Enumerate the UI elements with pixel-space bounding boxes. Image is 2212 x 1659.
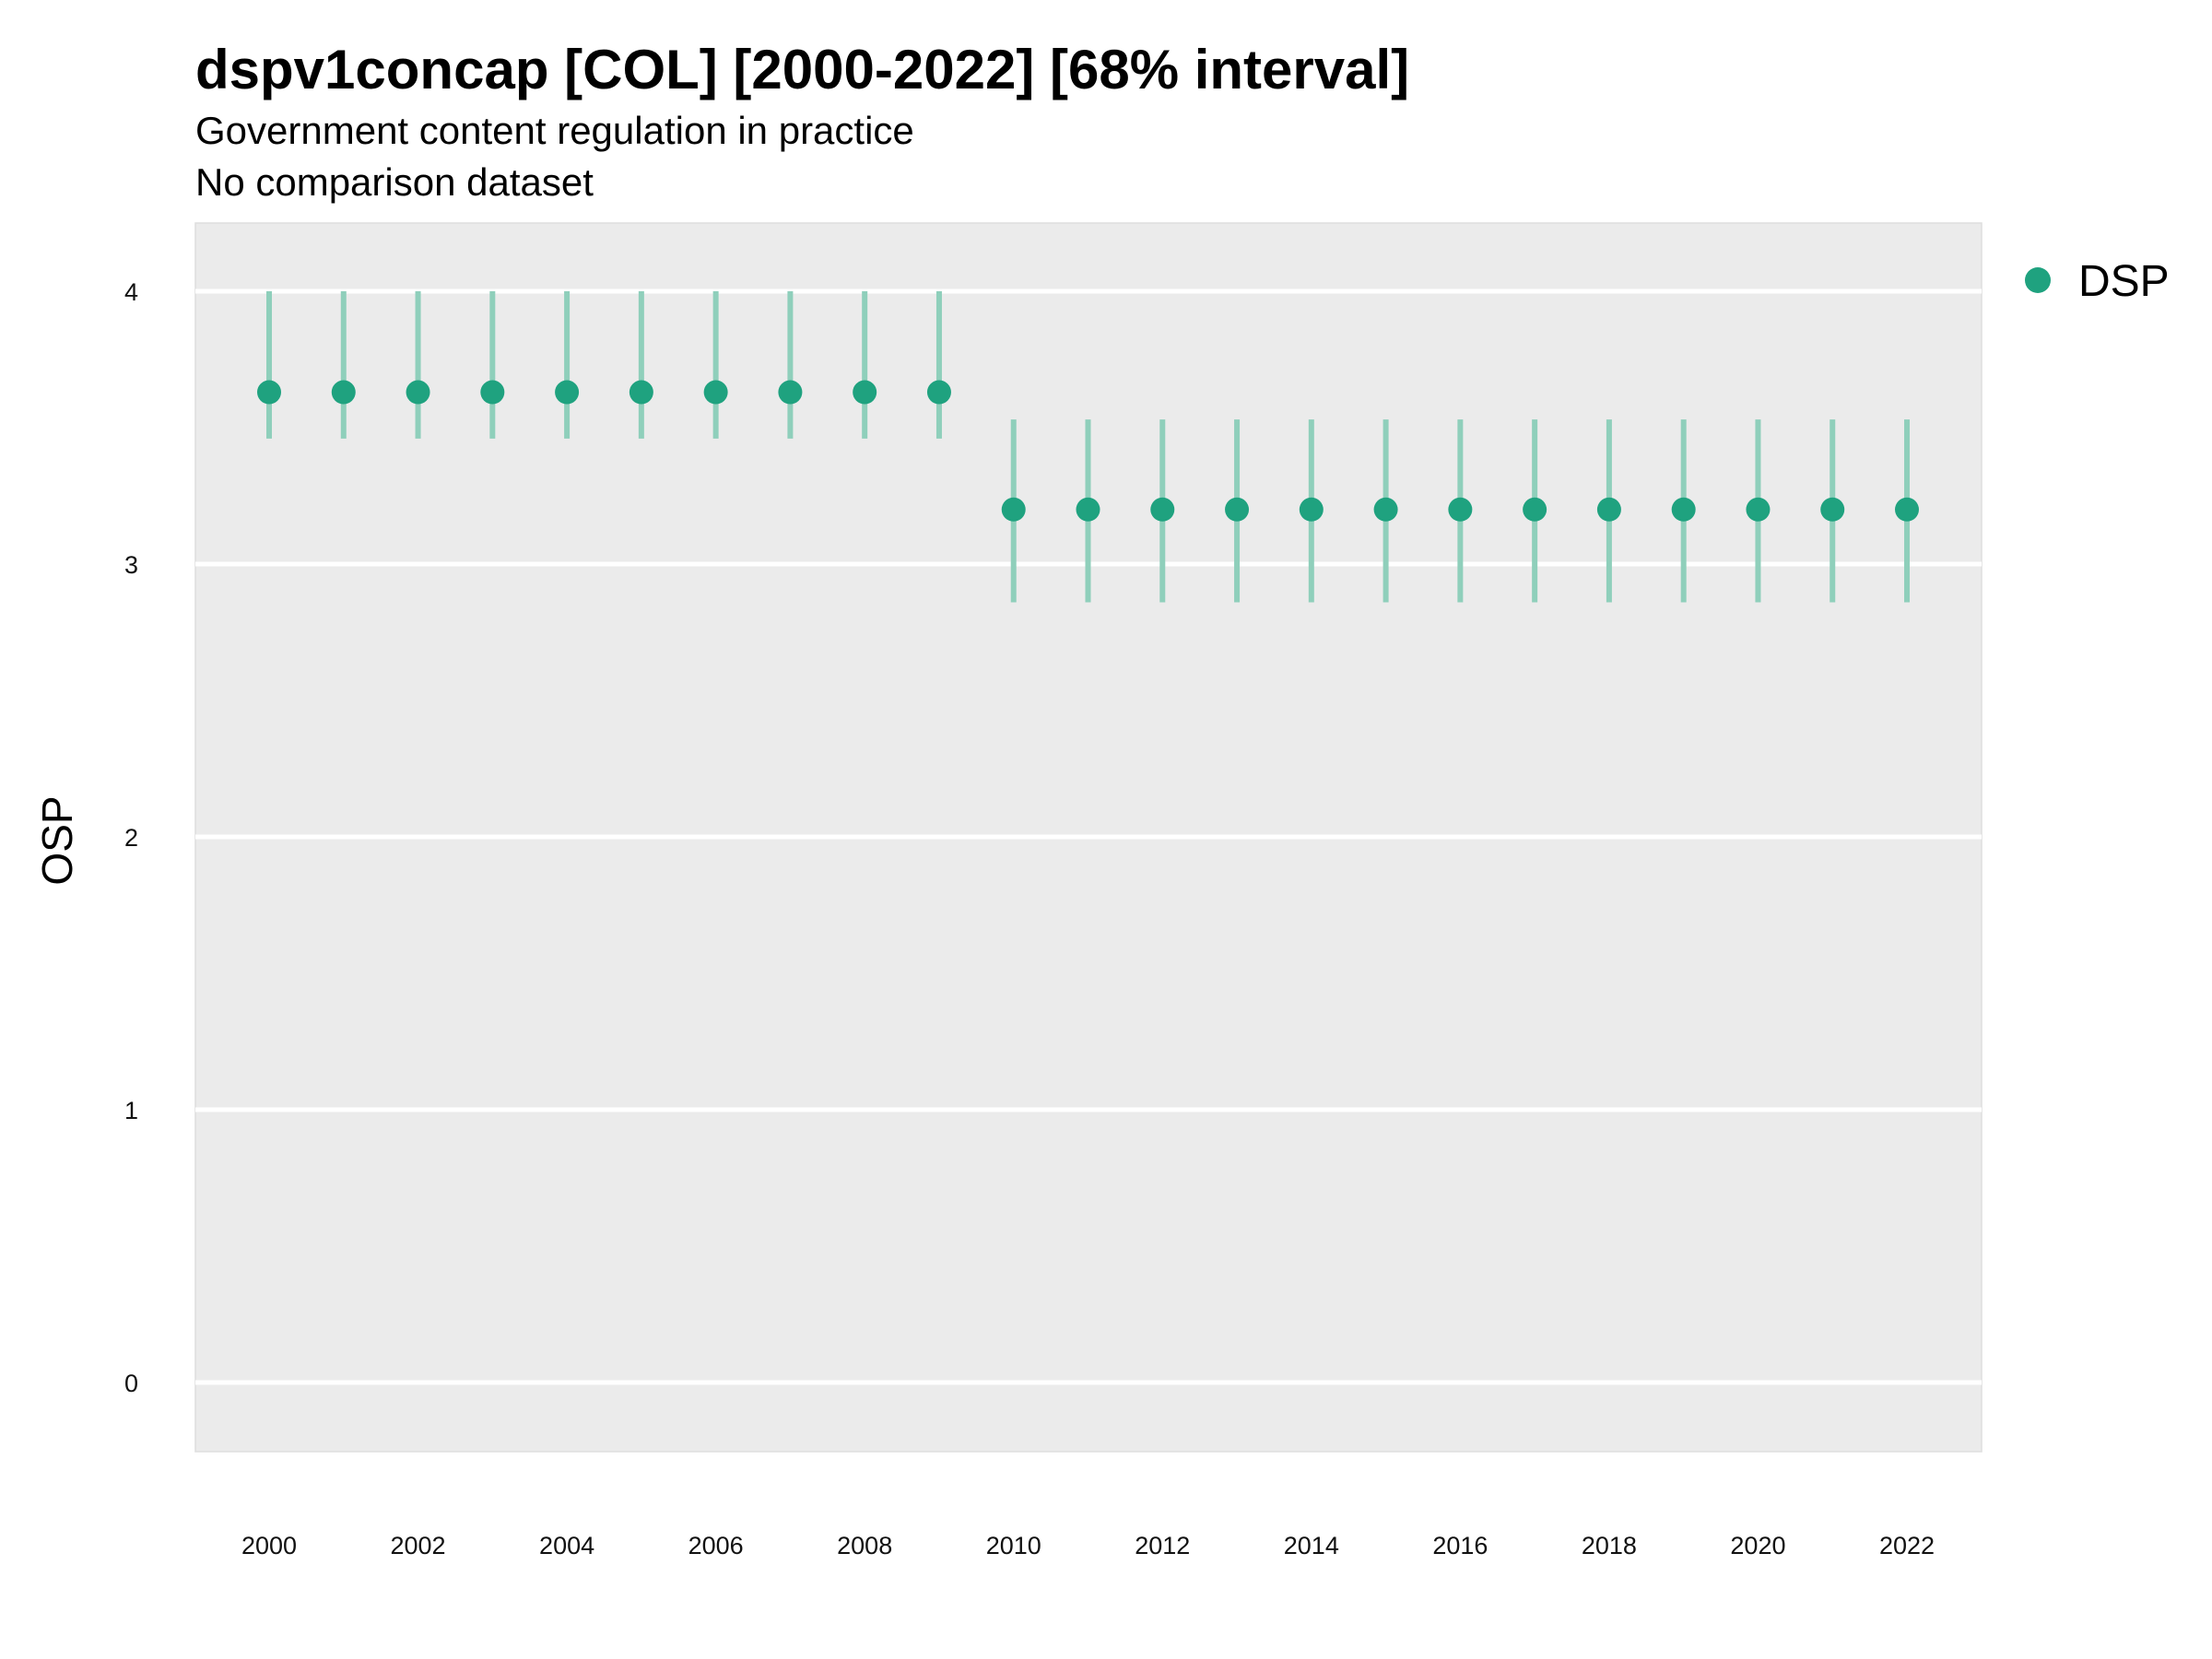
data-points xyxy=(257,380,1919,522)
chart-title: dspv1concap [COL] [2000-2022] [68% inter… xyxy=(195,39,1410,100)
point-2013 xyxy=(1225,497,1250,522)
y-tick-label-0: 0 xyxy=(124,1370,138,1397)
x-tick-label-2018: 2018 xyxy=(1582,1532,1637,1559)
point-2002 xyxy=(406,380,430,405)
x-tick-labels: 2000 2002 2004 2006 2008 2010 2012 2014 2016 2018… xyxy=(241,1532,1935,1559)
point-2009 xyxy=(926,380,951,405)
y-tick-label-1: 1 xyxy=(124,1097,138,1124)
point-2015 xyxy=(1373,497,1398,522)
point-2011 xyxy=(1076,497,1100,522)
x-tick-label-2012: 2012 xyxy=(1135,1532,1190,1559)
point-2018 xyxy=(1596,497,1621,522)
point-2021 xyxy=(1820,497,1845,522)
point-2019 xyxy=(1671,497,1696,522)
x-tick-label-2008: 2008 xyxy=(837,1532,892,1559)
legend-label-dsp: DSP xyxy=(2078,257,2170,306)
legend-swatch-dsp xyxy=(2025,267,2051,293)
x-tick-label-2022: 2022 xyxy=(1879,1532,1935,1559)
y-tick-label-4: 4 xyxy=(124,278,138,306)
y-tick-label-2: 2 xyxy=(124,824,138,852)
point-2000 xyxy=(257,380,281,405)
y-tick-label-3: 3 xyxy=(124,551,138,579)
x-tick-label-2004: 2004 xyxy=(539,1532,594,1559)
chart-subtitle-2: No comparison dataset xyxy=(195,160,594,204)
point-2001 xyxy=(331,380,356,405)
x-tick-label-2000: 2000 xyxy=(241,1532,297,1559)
title-block: dspv1concap [COL] [2000-2022] [68% inter… xyxy=(195,35,1409,208)
point-2010 xyxy=(1001,497,1026,522)
point-2020 xyxy=(1746,497,1771,522)
x-tick-label-2006: 2006 xyxy=(688,1532,744,1559)
point-2016 xyxy=(1448,497,1473,522)
point-2012 xyxy=(1150,497,1175,522)
point-2007 xyxy=(778,380,803,405)
y-axis-title: OSP xyxy=(33,795,81,885)
x-tick-label-2016: 2016 xyxy=(1432,1532,1488,1559)
point-2008 xyxy=(853,380,877,405)
point-2006 xyxy=(703,380,728,405)
point-2022 xyxy=(1895,497,1919,522)
x-tick-label-2002: 2002 xyxy=(391,1532,446,1559)
x-tick-label-2014: 2014 xyxy=(1284,1532,1339,1559)
x-tick-label-2020: 2020 xyxy=(1730,1532,1785,1559)
y-tick-labels: 0 1 2 3 4 xyxy=(124,278,138,1397)
point-2003 xyxy=(480,380,505,405)
point-2004 xyxy=(555,380,580,405)
x-tick-label-2010: 2010 xyxy=(986,1532,1041,1559)
point-2005 xyxy=(629,380,653,405)
point-2014 xyxy=(1299,497,1324,522)
chart-subtitle: Government content regulation in practic… xyxy=(195,109,914,152)
point-2017 xyxy=(1523,497,1547,522)
legend: DSP xyxy=(2025,257,2170,306)
